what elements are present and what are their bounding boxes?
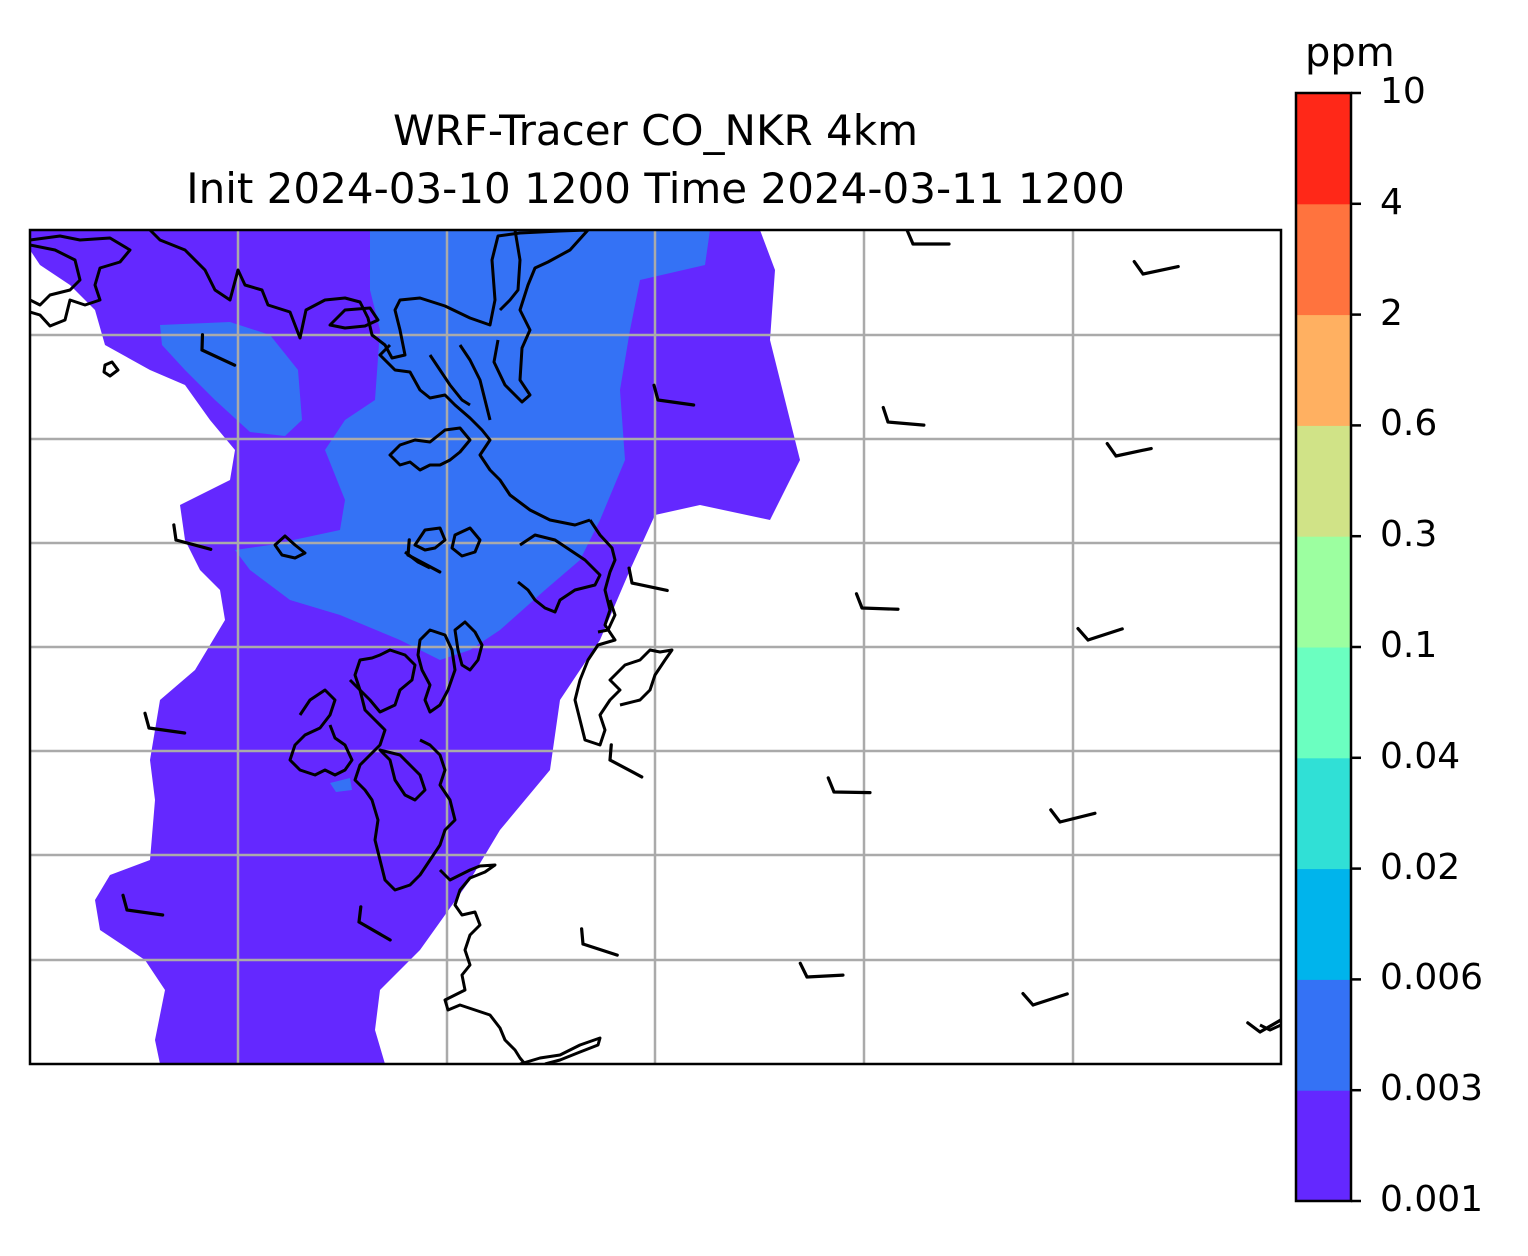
colorbar-segment	[1296, 757, 1351, 870]
wind-barb-icon	[854, 592, 901, 611]
colorbar-tick-label: 0.003	[1380, 1068, 1484, 1110]
colorbar-tick-label: 2	[1380, 292, 1403, 334]
tracer-plume-mid	[235, 230, 710, 660]
wind-barb-icon	[905, 230, 951, 246]
colorbar-tick-label: 10	[1380, 71, 1426, 112]
wind-barb-icon	[798, 959, 845, 979]
wind-barb-icon	[1076, 613, 1124, 644]
colorbar-tick-label: 0.1	[1380, 625, 1438, 666]
colorbar-segment	[1296, 868, 1351, 980]
colorbar	[1294, 91, 1361, 1203]
map-frame	[28, 228, 1283, 1066]
colorbar-tick-label: 0.3	[1380, 514, 1438, 556]
colorbar-unit-label: ppm	[1305, 30, 1395, 76]
colorbar-segment	[1296, 1090, 1351, 1202]
tracer-plume-mid-west	[160, 322, 302, 436]
colorbar-tick-label: 0.006	[1380, 957, 1484, 999]
colorbar-segment	[1296, 93, 1351, 205]
colorbar-tick-label: 4	[1380, 181, 1403, 223]
colorbar-segment	[1296, 536, 1351, 648]
map-area	[30, 230, 1281, 1064]
wind-barb-icon	[603, 743, 650, 779]
wind-barb-icon	[575, 927, 624, 957]
wind-barb-icon	[880, 405, 927, 427]
wind-barb-icon	[1021, 978, 1069, 1009]
coastlines	[30, 230, 1281, 1064]
gridlines	[30, 230, 1281, 1064]
map-title-line1: WRF-Tracer CO_NKR 4km	[392, 106, 919, 155]
colorbar-segment	[1296, 314, 1351, 426]
map-title-line2: Init 2024-03-10 1200 Time 2024-03-11 120…	[186, 164, 1125, 213]
colorbar-tick-label: 0.04	[1380, 735, 1461, 777]
colorbar-segment	[1296, 647, 1351, 759]
wind-barb-icon	[1132, 251, 1180, 277]
colorbar-tick-label: 0.6	[1380, 403, 1438, 445]
colorbar-segment	[1296, 979, 1351, 1091]
colorbar-tick-label: 0.02	[1380, 846, 1461, 888]
wind-barb-icon	[624, 566, 672, 593]
colorbar-tick-label: 0.001	[1380, 1179, 1484, 1220]
colorbar-segment	[1296, 203, 1351, 316]
colorbar-segment	[1296, 425, 1351, 537]
